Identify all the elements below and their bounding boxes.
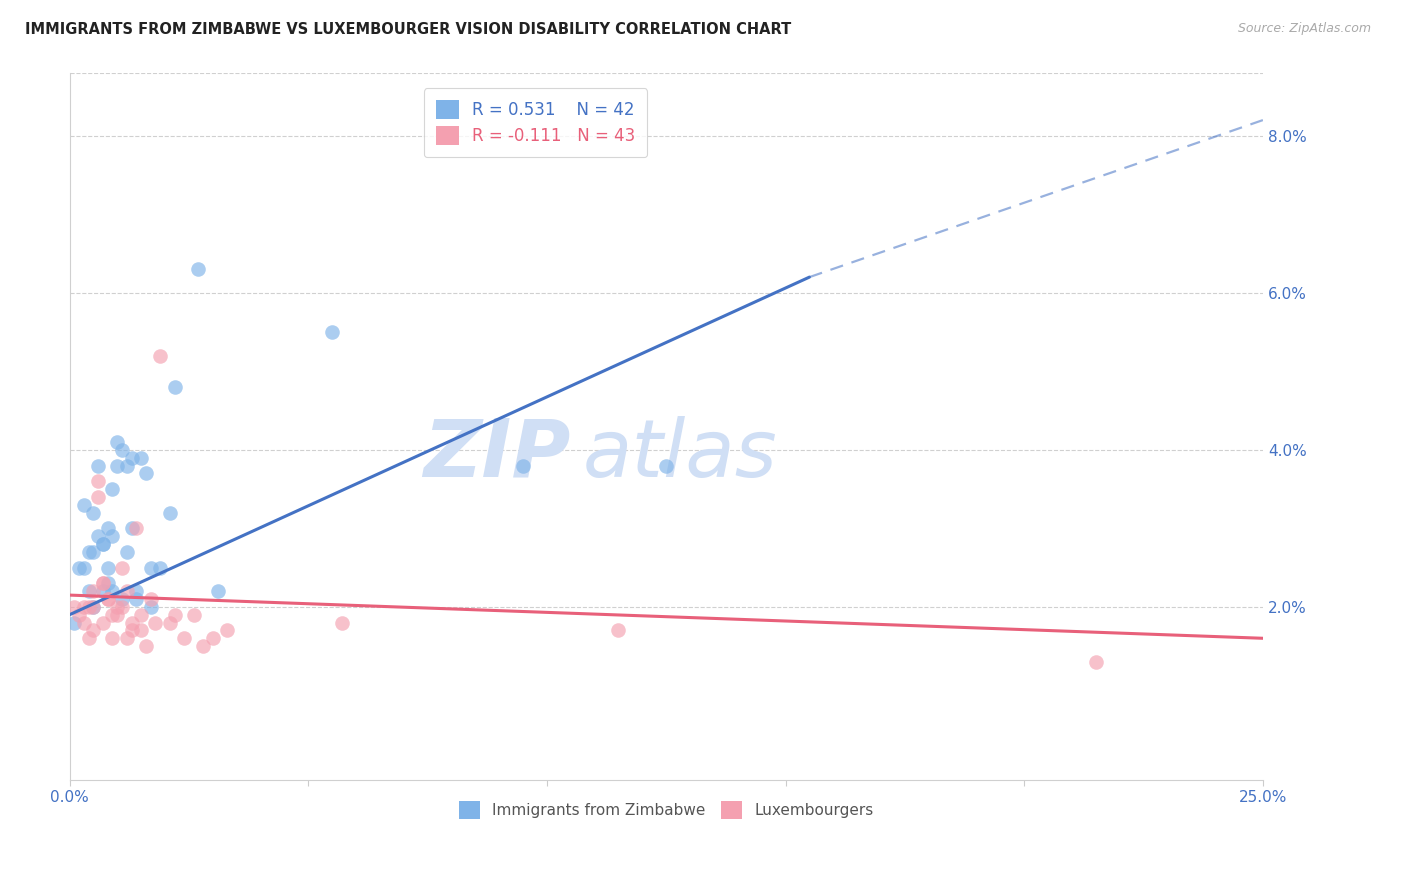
Point [512,458,534,473]
Point [129,607,152,622]
Point [139,599,162,614]
Text: IMMIGRANTS FROM ZIMBABWE VS LUXEMBOURGER VISION DISABILITY CORRELATION CHART: IMMIGRANTS FROM ZIMBABWE VS LUXEMBOURGER… [25,22,792,37]
Point [135,639,157,653]
Point [159,506,181,520]
Point [125,521,148,535]
Point [115,584,138,599]
Point [121,521,143,535]
Point [97,576,120,591]
Point [149,560,172,574]
Point [101,529,124,543]
Point [163,607,186,622]
Point [655,458,678,473]
Point [101,584,124,599]
Point [115,632,138,646]
Point [187,262,209,277]
Point [87,458,110,473]
Point [111,442,134,457]
Point [121,624,143,638]
Point [129,624,152,638]
Point [87,529,110,543]
Point [91,615,114,630]
Point [73,560,96,574]
Text: atlas: atlas [582,416,778,493]
Point [215,624,238,638]
Point [115,458,138,473]
Point [97,592,120,607]
Point [77,632,100,646]
Point [97,521,120,535]
Point [163,380,186,394]
Point [82,599,104,614]
Point [97,560,120,574]
Point [91,537,114,551]
Point [125,584,148,599]
Point [183,607,205,622]
Point [91,576,114,591]
Point [91,537,114,551]
Point [82,545,104,559]
Point [77,584,100,599]
Point [149,349,172,363]
Point [330,615,353,630]
Point [139,592,162,607]
Point [82,624,104,638]
Point [125,592,148,607]
Point [121,615,143,630]
Point [145,615,167,630]
Text: Source: ZipAtlas.com: Source: ZipAtlas.com [1237,22,1371,36]
Point [105,607,128,622]
Point [101,607,124,622]
Text: ZIP: ZIP [423,416,571,493]
Point [105,435,128,450]
Point [207,584,229,599]
Point [67,560,90,574]
Point [63,615,86,630]
Point [115,545,138,559]
Point [77,545,100,559]
Point [607,624,630,638]
Point [67,607,90,622]
Point [91,576,114,591]
Point [63,599,86,614]
Point [87,490,110,504]
Point [129,450,152,465]
Point [173,632,195,646]
Point [101,632,124,646]
Point [73,599,96,614]
Point [97,592,120,607]
Point [73,498,96,512]
Point [73,615,96,630]
Point [193,639,215,653]
Point [1084,655,1107,669]
Point [139,560,162,574]
Point [101,482,124,496]
Point [121,450,143,465]
Point [82,599,104,614]
Point [77,599,100,614]
Point [111,599,134,614]
Point [91,584,114,599]
Point [135,467,157,481]
Point [87,475,110,489]
Point [201,632,224,646]
Point [111,560,134,574]
Point [105,458,128,473]
Point [105,599,128,614]
Point [111,592,134,607]
Legend: Immigrants from Zimbabwe, Luxembourgers: Immigrants from Zimbabwe, Luxembourgers [453,795,880,825]
Point [82,506,104,520]
Point [159,615,181,630]
Point [321,325,343,339]
Point [82,584,104,599]
